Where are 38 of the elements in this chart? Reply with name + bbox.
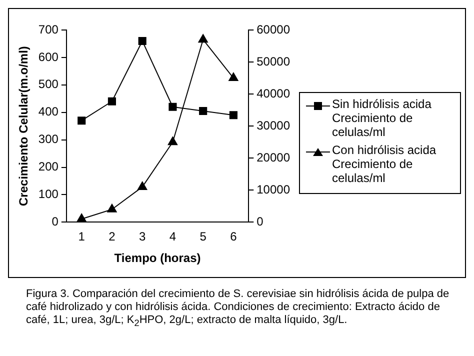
y-tick-label: 0 [52, 214, 59, 229]
y-tick-label: 600 [38, 50, 59, 64]
x-tick-label: 2 [108, 230, 116, 244]
y-tick-label: 500 [38, 77, 59, 92]
legend-label: Sin hidrólisis acida Crecimiento de celulas/ml [332, 97, 432, 139]
y-tick-label: 300 [38, 132, 59, 146]
y-tick-label: 400 [38, 104, 59, 119]
x-tick-label: 3 [139, 230, 146, 244]
point [228, 72, 238, 82]
point [138, 181, 148, 190]
x-tick-label: 6 [230, 230, 238, 244]
point [199, 106, 208, 116]
point [108, 97, 116, 106]
y2-tick-label: 40000 [256, 86, 290, 100]
y2-tick-label: 10000 [256, 182, 290, 196]
point [198, 34, 208, 43]
y-tick-label: 200 [38, 160, 59, 174]
y2-tick-label: 0 [256, 214, 264, 229]
y-tick-label: 100 [38, 187, 59, 202]
x-tick-label: 5 [200, 230, 207, 244]
x-tick-label: 4 [169, 230, 176, 244]
point [168, 102, 177, 111]
point [138, 36, 146, 46]
point [229, 111, 238, 120]
y2-tick-label: 30000 [256, 118, 290, 132]
y2-tick-label: 50000 [256, 54, 290, 68]
legend-label: Con hidrólisis acida Crecimiento de celulas/ml [332, 143, 438, 185]
x-tick-label: 1 [78, 230, 86, 244]
point [76, 213, 86, 222]
y2-tick-label: 20000 [256, 150, 290, 164]
y2-tick-label: 60000 [256, 22, 290, 36]
point [78, 116, 86, 125]
point [107, 204, 117, 212]
x-axis-title: Tiempo (horas) [114, 251, 201, 266]
text: Figura 3. Comparación del crecimiento de S. cerevisiae sin hidrólisis ácida de pulpa de café hidrolizado y con hidrólisis ácida. Condiciones de crecimiento: Extracto ácido de café, 1L; urea, 3g/L; K$_{2}$HPO, 2g/L; extracto de malta líquido, 3g/L. [26, 288, 450, 330]
y-axis-title: Crecimiento Celular(m.o/ml) [16, 46, 31, 206]
point [168, 136, 178, 146]
y-tick-label: 700 [38, 22, 59, 36]
